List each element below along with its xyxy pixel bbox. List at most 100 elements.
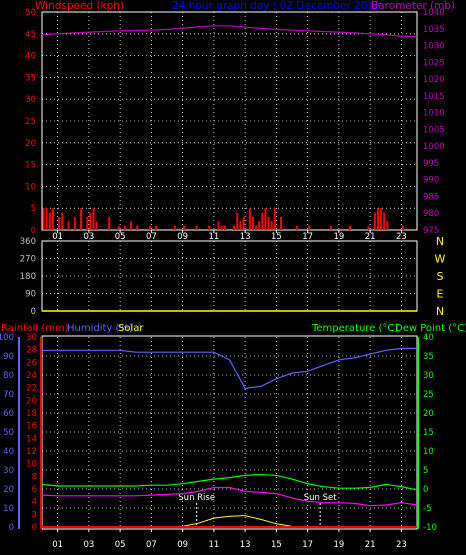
windspeed-bar [73, 216, 76, 230]
windspeed-bar [208, 225, 211, 230]
windspeed-bar [261, 212, 264, 230]
windspeed-bar [380, 208, 383, 230]
temperature-line [41, 473, 418, 491]
barometer-tick: 1015 [423, 92, 445, 102]
temperature-axis-label: Temperature (°C) [311, 323, 398, 334]
windspeed-bar [280, 216, 283, 230]
barometer-tick: 990 [423, 176, 439, 186]
hour-tick: 13 [240, 540, 251, 550]
panel-frame [41, 335, 418, 530]
hour-tick: 09 [177, 232, 188, 242]
windspeed-bar [242, 216, 245, 230]
temperature-tick: 5 [423, 466, 428, 476]
hour-tick-labels: 01 03 05 07 09 11 13 15 17 19 21 23 [52, 529, 407, 550]
windspeed-bar [58, 216, 61, 230]
windspeed-bar [86, 216, 89, 230]
barometer-tick-labels: 975 980 985 990 995 1000 1005 1010 1015 1020 1025 1… [423, 8, 445, 236]
humidity-line [42, 347, 417, 389]
windspeed-bar [108, 216, 111, 230]
humidity-tick: 80 [3, 371, 14, 381]
direction-tick: 90 [25, 290, 36, 300]
hour-tick: 13 [240, 232, 251, 242]
windspeed-bar [255, 225, 258, 230]
windspeed-bar [330, 225, 333, 230]
panel-grid [42, 12, 417, 230]
barometer-tick: 1035 [423, 25, 445, 35]
rainfall-tick: 10 [26, 460, 37, 470]
hour-tick: 17 [302, 540, 313, 550]
rainfall-tick: 14 [26, 434, 37, 444]
dew-point-axis-label: Dew Point (°C) [395, 323, 466, 334]
barometer-tick: 985 [423, 192, 439, 202]
rainfall-tick: 22 [26, 384, 37, 394]
dew-point-line [41, 486, 418, 507]
sun-markers: Sun Rise Sun Set [178, 493, 337, 527]
direction-letter: W [435, 253, 446, 266]
windspeed-tick: 30 [25, 95, 36, 105]
windspeed-bar [373, 212, 376, 230]
rainfall-tick: 6 [32, 485, 37, 495]
windspeed-bar [248, 208, 251, 230]
windspeed-bar [236, 212, 239, 230]
rainfall-axis-label: Rainfall (mm) [1, 323, 69, 334]
hour-tick: 23 [396, 540, 407, 550]
humidity-axis-label: Humidity (%) [67, 323, 133, 334]
sun-marker-label: Sun Set [304, 493, 337, 503]
windspeed-bar [51, 208, 54, 230]
windspeed-tick: 0 [31, 226, 36, 236]
rainfall-tick: 18 [26, 409, 37, 419]
humidity-tick: 60 [3, 409, 14, 419]
windspeed-tick: 20 [25, 139, 36, 149]
hour-tick: 11 [208, 232, 219, 242]
windspeed-bar [123, 225, 126, 230]
temperature-tick: 35 [423, 352, 434, 362]
humidity-tick: 50 [3, 428, 14, 438]
hour-tick: 07 [146, 540, 157, 550]
hour-tick: 01 [52, 540, 63, 550]
windspeed-bar [233, 225, 236, 230]
windspeed-tick-labels: 0 5 10 15 20 25 30 35 40 45 50 [25, 8, 36, 236]
hour-tick: 11 [208, 540, 219, 550]
windspeed-bar [295, 225, 298, 230]
humidity-tick: 90 [3, 352, 14, 362]
barometer-tick: 1030 [423, 42, 445, 52]
barometer-tick: 995 [423, 159, 439, 169]
temperature-tick: 0 [423, 485, 428, 495]
windspeed-bar [217, 221, 220, 230]
rainfall-tick: 8 [32, 472, 37, 482]
temperature-tick: 25 [423, 390, 434, 400]
barometer-tick: 980 [423, 209, 439, 219]
direction-tick: 0 [31, 307, 36, 317]
windspeed-bar [383, 212, 386, 230]
rainfall-tick: 2 [32, 510, 37, 520]
windspeed-bar [130, 221, 133, 230]
windspeed-bar [367, 225, 370, 230]
barometer-axis-label: Barometer (mb) [371, 0, 455, 12]
windspeed-bar [251, 216, 254, 230]
temperature-tick: -5 [423, 504, 431, 514]
humidity-tick: 100 [0, 333, 14, 343]
rainfall-tick: 20 [26, 396, 37, 406]
windspeed-bar [386, 221, 389, 230]
sun-marker-label: Sun Rise [178, 493, 215, 503]
barometer-tick: 975 [423, 226, 439, 236]
graph-title: 24 hour graph day : 02 December 2013 [172, 0, 381, 12]
rainfall-tick: 24 [26, 371, 37, 381]
windspeed-bar [155, 225, 158, 230]
windspeed-bar [183, 225, 186, 230]
hour-tick: 23 [396, 232, 407, 242]
windspeed-tick: 50 [25, 8, 36, 18]
hour-tick: 01 [52, 232, 63, 242]
windspeed-bar [273, 208, 276, 230]
panel-grid [42, 337, 417, 527]
barometer-tick: 1010 [423, 109, 445, 119]
windspeed-bar [270, 221, 273, 230]
hour-tick: 21 [365, 540, 376, 550]
windspeed-bar [89, 212, 92, 230]
hour-tick: 03 [83, 232, 94, 242]
windspeed-tick: 15 [25, 161, 36, 171]
rainfall-tick: 4 [32, 498, 37, 508]
